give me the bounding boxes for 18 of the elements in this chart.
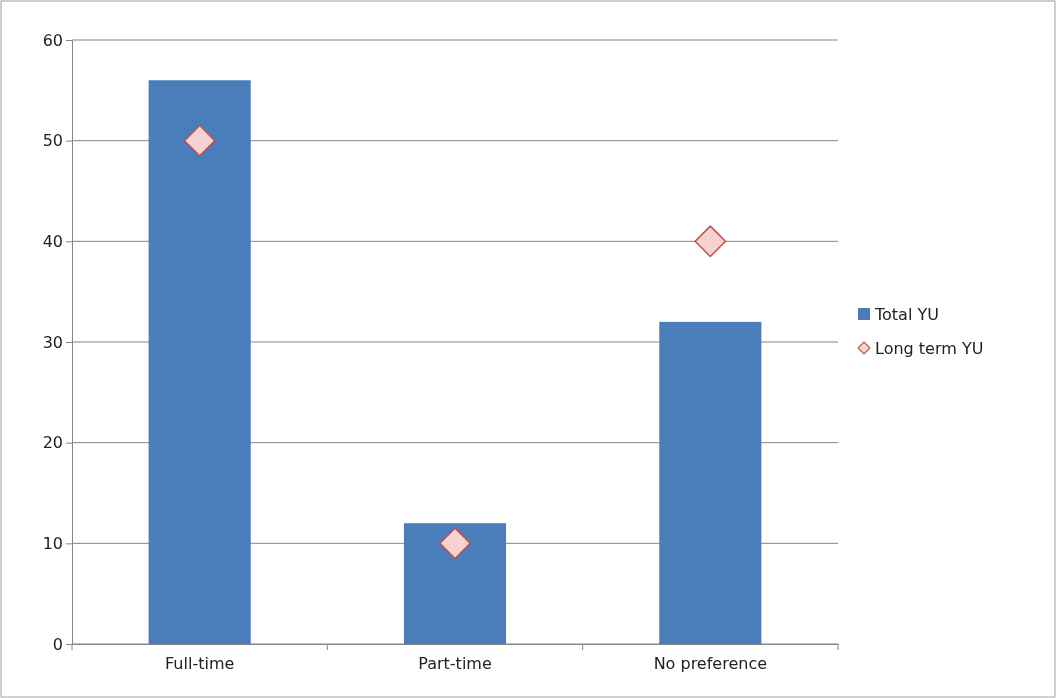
y-tick-label: 10 xyxy=(42,533,63,553)
x-tick-label: No preference xyxy=(653,654,768,674)
point xyxy=(694,225,727,258)
y-tick-label: 30 xyxy=(42,332,63,352)
legend-label: Long term YU xyxy=(875,338,984,358)
bar xyxy=(659,321,762,644)
bar xyxy=(403,523,507,644)
x-tick-label: Full-time xyxy=(165,654,235,674)
y-tick-label: 50 xyxy=(42,131,63,151)
point xyxy=(439,527,471,560)
y-tick-label: 60 xyxy=(42,30,63,50)
y-tick-label: 0 xyxy=(52,634,63,654)
x-tick-label: Part-time xyxy=(418,654,492,674)
y-tick-label: 20 xyxy=(42,433,63,453)
y-tick-label: 40 xyxy=(42,231,63,251)
legend-label: Total YU xyxy=(874,304,939,324)
point xyxy=(183,124,216,157)
bar xyxy=(148,80,251,644)
